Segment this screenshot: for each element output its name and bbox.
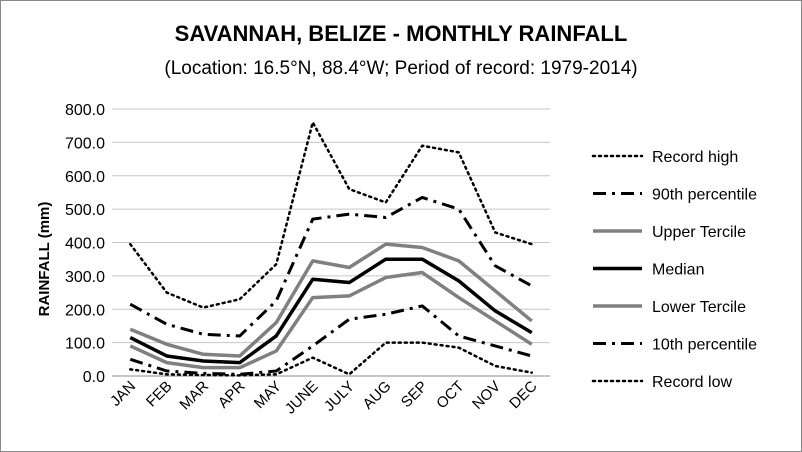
x-tick-label: AUG	[360, 378, 395, 413]
legend-item: Upper Tercile	[593, 224, 746, 241]
legend-item: Lower Tercile	[593, 299, 746, 316]
chart-subtitle: (Location: 16.5°N, 88.4°W; Period of rec…	[164, 58, 638, 79]
y-tick-label: 200.0	[65, 302, 105, 319]
y-tick-label: 600.0	[65, 169, 105, 186]
x-tick-label: MAR	[176, 378, 212, 414]
x-tick-label: APR	[215, 378, 249, 412]
legend-label: Median	[652, 262, 704, 279]
legend: Record high 90th percentile Upper Tercile M…	[591, 149, 757, 391]
x-tick-label: DEC	[506, 378, 541, 413]
y-tick-label: 400.0	[65, 236, 105, 253]
series-line-upper-tercile	[129, 242, 533, 358]
x-tick-label: JULY	[321, 378, 358, 415]
x-tick-label: JAN	[107, 378, 139, 410]
legend-label: Record high	[652, 149, 738, 166]
legend-item: Record high	[591, 149, 738, 166]
x-tick-label: SEP	[398, 378, 431, 411]
y-tick-label: 300.0	[65, 269, 105, 286]
x-tick-label: JUNE	[282, 378, 322, 418]
series-line-median	[129, 257, 533, 365]
series-line-90th-percentile	[129, 195, 533, 338]
legend-label: 90th percentile	[652, 187, 757, 204]
series-line-lower-tercile	[129, 270, 533, 370]
legend-item: 10th percentile	[593, 337, 757, 354]
legend-item: 90th percentile	[593, 187, 757, 204]
grid-lines	[112, 108, 550, 377]
legend-label: Lower Tercile	[652, 299, 746, 316]
y-tick-label: 700.0	[65, 135, 105, 152]
series-line-10th-percentile	[129, 304, 533, 376]
y-axis-label: RAINFALL (mm)	[36, 202, 53, 317]
legend-label: 10th percentile	[652, 337, 757, 354]
series-line-record-high	[129, 121, 533, 309]
legend-label: Upper Tercile	[652, 224, 746, 241]
x-tick-label: NOV	[469, 378, 504, 413]
series-line-record-low	[129, 341, 533, 377]
series-lines	[129, 121, 533, 377]
legend-item: Median	[593, 262, 704, 279]
x-tick-label: OCT	[433, 378, 467, 412]
legend-label: Record low	[652, 374, 732, 391]
y-tick-label: 800.0	[65, 102, 105, 119]
y-tick-labels: 0.0 100.0 200.0 300.0 400.0 500.0 600.0 700.0 80…	[65, 102, 105, 386]
y-tick-label: 500.0	[65, 202, 105, 219]
chart-title: SAVANNAH, BELIZE - MONTHLY RAINFALL	[174, 21, 628, 46]
legend-item: Record low	[591, 374, 732, 391]
y-tick-label: 0.0	[83, 369, 105, 386]
x-tick-label: FEB	[143, 378, 176, 411]
y-tick-label: 100.0	[65, 336, 105, 353]
x-tick-label: MAY	[251, 378, 285, 412]
